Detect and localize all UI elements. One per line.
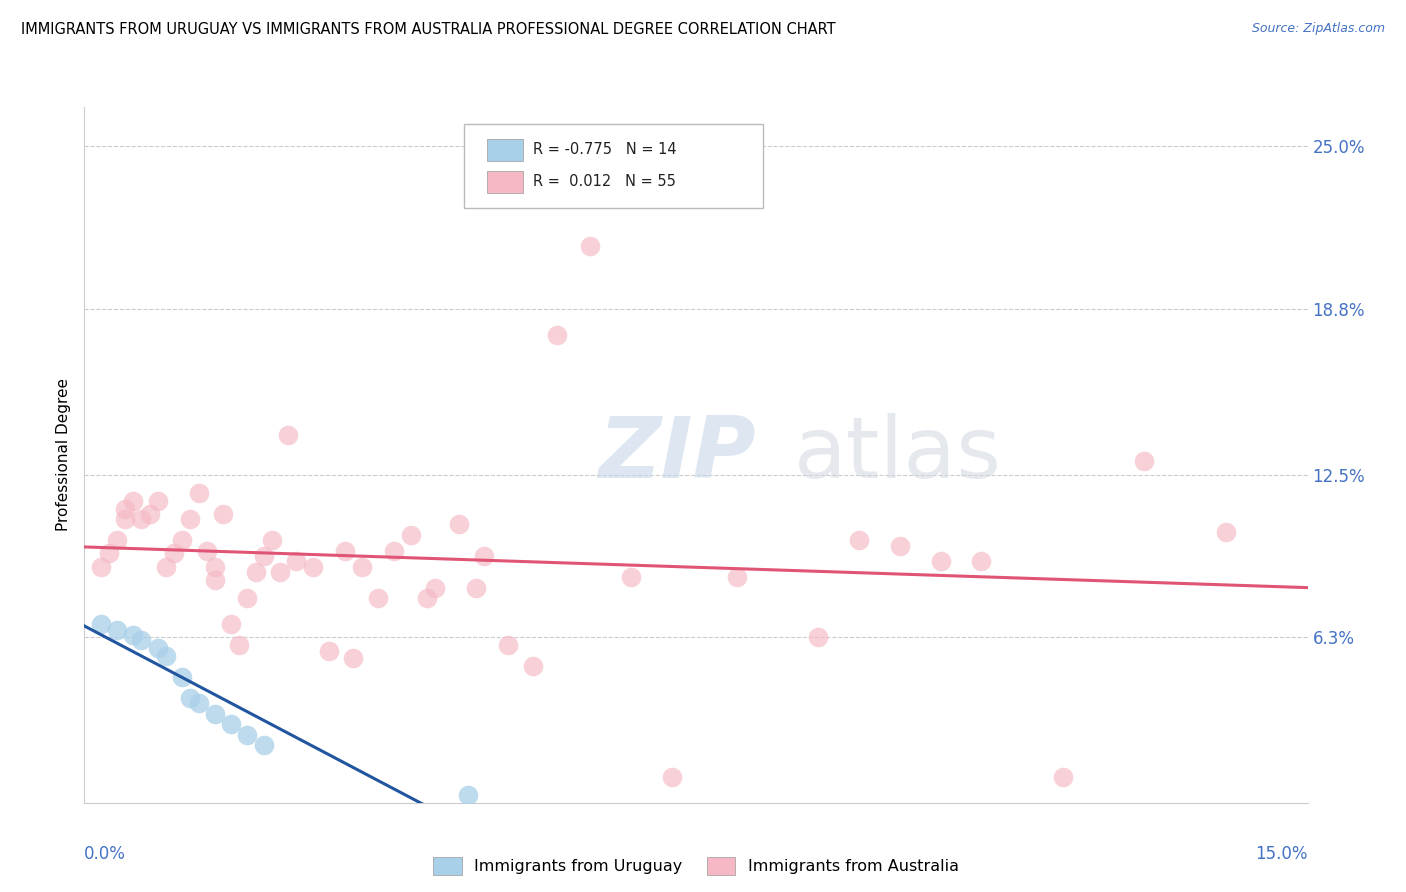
Point — [416, 591, 439, 605]
Point — [277, 428, 299, 442]
Point — [146, 494, 169, 508]
Point — [236, 727, 259, 741]
Point — [318, 643, 340, 657]
Point — [155, 648, 177, 663]
Point — [269, 565, 291, 579]
Point — [367, 591, 389, 605]
FancyBboxPatch shape — [486, 139, 523, 161]
Legend: Immigrants from Uruguay, Immigrants from Australia: Immigrants from Uruguay, Immigrants from… — [433, 857, 959, 875]
Point — [228, 638, 250, 652]
Point — [889, 539, 911, 553]
Point — [1133, 454, 1156, 468]
Point — [122, 628, 145, 642]
Point — [131, 633, 153, 648]
Point — [97, 546, 120, 560]
Point — [245, 565, 267, 579]
Point — [138, 507, 160, 521]
Point — [399, 528, 422, 542]
Point — [449, 517, 471, 532]
Point — [1052, 770, 1074, 784]
Point — [970, 554, 993, 568]
Point — [522, 659, 544, 673]
Point — [929, 554, 952, 568]
Point — [122, 494, 145, 508]
Point — [195, 543, 218, 558]
Point — [848, 533, 870, 548]
Point — [661, 770, 683, 784]
Point — [219, 717, 242, 731]
Text: atlas: atlas — [794, 413, 1002, 497]
Point — [464, 581, 486, 595]
Point — [342, 651, 364, 665]
Point — [260, 533, 283, 548]
Point — [163, 546, 186, 560]
Point — [219, 617, 242, 632]
Text: 15.0%: 15.0% — [1256, 845, 1308, 863]
Text: R =  0.012   N = 55: R = 0.012 N = 55 — [533, 174, 676, 189]
Text: R = -0.775   N = 14: R = -0.775 N = 14 — [533, 142, 676, 157]
FancyBboxPatch shape — [486, 171, 523, 194]
Point — [498, 638, 520, 652]
Point — [285, 554, 308, 568]
Point — [187, 486, 209, 500]
Point — [90, 617, 112, 632]
Point — [546, 328, 568, 343]
Point — [105, 623, 128, 637]
Point — [382, 543, 405, 558]
Point — [620, 570, 643, 584]
Point — [172, 670, 194, 684]
Text: Source: ZipAtlas.com: Source: ZipAtlas.com — [1251, 22, 1385, 36]
Point — [114, 512, 136, 526]
Point — [131, 512, 153, 526]
Point — [301, 559, 323, 574]
Point — [204, 706, 226, 721]
Point — [146, 640, 169, 655]
Point — [423, 581, 446, 595]
Point — [236, 591, 259, 605]
Point — [335, 543, 357, 558]
Point — [179, 690, 201, 705]
Point — [472, 549, 495, 563]
Point — [579, 239, 602, 253]
Point — [187, 696, 209, 710]
Text: ZIP: ZIP — [598, 413, 756, 497]
Point — [172, 533, 194, 548]
Point — [253, 738, 276, 752]
Point — [253, 549, 276, 563]
Y-axis label: Professional Degree: Professional Degree — [56, 378, 72, 532]
Point — [725, 570, 748, 584]
Point — [204, 559, 226, 574]
Text: IMMIGRANTS FROM URUGUAY VS IMMIGRANTS FROM AUSTRALIA PROFESSIONAL DEGREE CORRELA: IMMIGRANTS FROM URUGUAY VS IMMIGRANTS FR… — [21, 22, 835, 37]
Point — [90, 559, 112, 574]
Point — [212, 507, 235, 521]
Point — [204, 573, 226, 587]
Point — [179, 512, 201, 526]
FancyBboxPatch shape — [464, 124, 763, 208]
Point — [105, 533, 128, 548]
Point — [114, 501, 136, 516]
Point — [807, 631, 830, 645]
Text: 0.0%: 0.0% — [84, 845, 127, 863]
Point — [1215, 525, 1237, 540]
Point — [457, 788, 479, 802]
Point — [350, 559, 373, 574]
Point — [155, 559, 177, 574]
